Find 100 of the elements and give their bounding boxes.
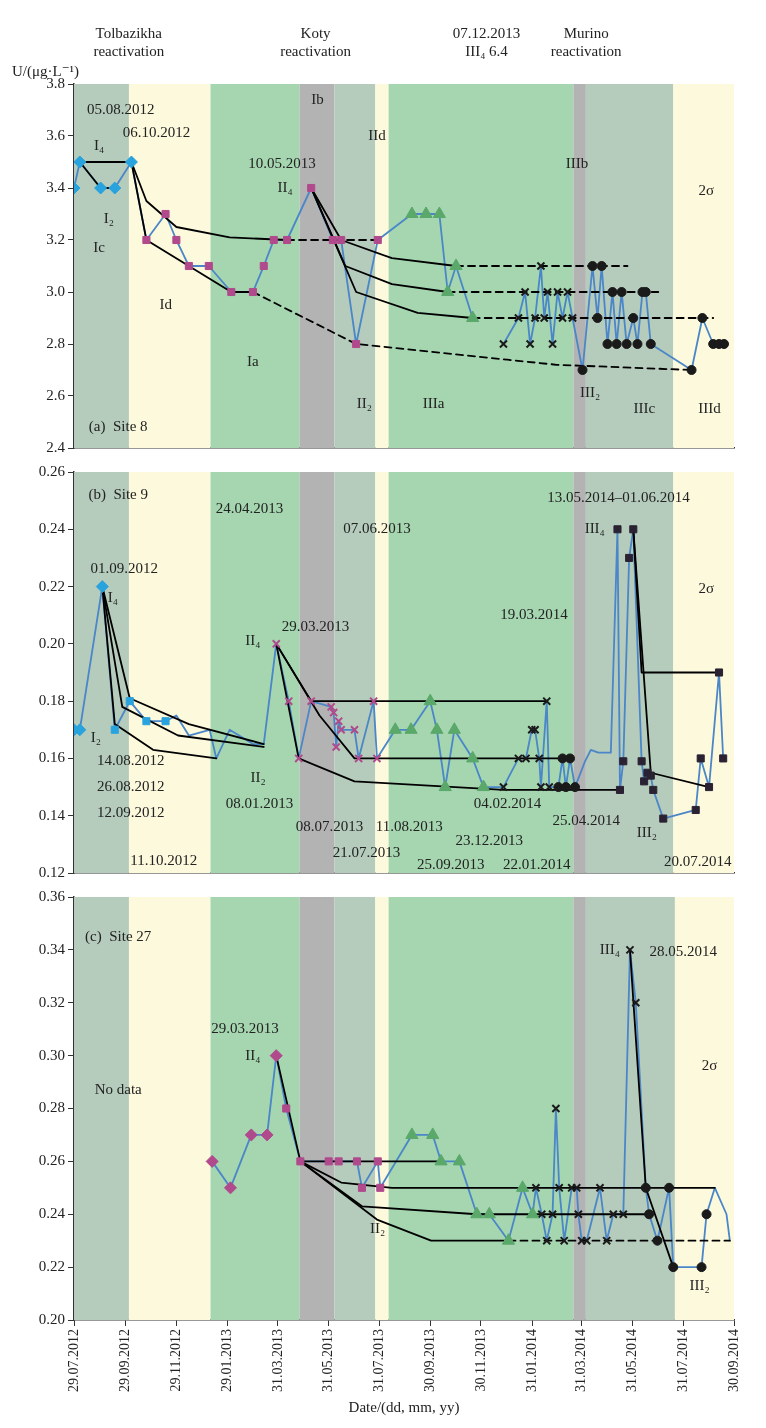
x-tick-label: 29.01.2013 (218, 1329, 234, 1392)
text: 07.12.2013 III₄ 6.4 (452, 25, 521, 59)
annotation: II₄ (245, 631, 261, 648)
annotation: No data (94, 1080, 143, 1097)
y-tick-label: 0.26 (38, 462, 66, 479)
annotation: 12.09.2012 (97, 803, 165, 820)
annotation: 21.07.2013 (332, 843, 401, 860)
text: Koty reactivation (280, 25, 352, 59)
x-tick-label: 31.03.2014 (573, 1329, 589, 1392)
y-tick-label: 3.0 (46, 282, 65, 299)
annotation: III₄ (599, 940, 621, 957)
y-tick-label: 0.20 (38, 634, 65, 651)
y-tick-label: 0.24 (38, 520, 66, 537)
annotation: I₄ (93, 137, 105, 154)
annotation: Id (159, 295, 173, 312)
y-tick-label: 0.30 (38, 1046, 65, 1063)
y-tick-label: 0.34 (38, 940, 66, 957)
y-tick-label: 0.22 (38, 577, 65, 594)
annotation: 11.10.2012 (130, 852, 198, 869)
x-tick-label: 31.05.2013 (320, 1329, 336, 1392)
y-tick-label: 0.36 (38, 887, 66, 904)
annotation: Ia (247, 353, 260, 370)
annotation: 2σ (698, 580, 715, 597)
x-tick-label: 30.09.2013 (421, 1329, 437, 1392)
y-tick-label: 0.28 (38, 1099, 65, 1116)
y-tick-label: 0.14 (38, 806, 66, 823)
y-tick-label: 0.22 (38, 1258, 65, 1275)
annotation: 08.01.2013 (225, 795, 294, 812)
y-tick-label: 0.12 (38, 863, 65, 880)
annotation: II₄ (245, 1046, 261, 1063)
annotation: 10.05.2013 (248, 155, 316, 172)
annotation: IIId (698, 399, 722, 416)
x-tick-label: 31.07.2013 (371, 1329, 387, 1392)
annotation: 28.05.2014 (649, 943, 718, 960)
y-tick-label: 0.18 (38, 692, 65, 709)
annotation: 11.08.2013 (375, 818, 443, 835)
annotation: III₂ (580, 384, 601, 401)
annotation: 13.05.2014–01.06.2014 (547, 488, 691, 505)
annotation: 23.12.2013 (455, 832, 523, 849)
annotation: I₄ (107, 588, 119, 605)
x-tick-label: 31.01.2014 (524, 1329, 540, 1392)
x-tick-label: 29.07.2012 (65, 1329, 81, 1392)
annotation: 07.06.2013 (343, 520, 411, 537)
annotation: I₂ (90, 729, 101, 746)
annotation: 24.04.2013 (215, 500, 284, 517)
annotation: 04.02.2014 (473, 795, 542, 812)
annotation: III₂ (636, 823, 657, 840)
annotation: IId (368, 126, 387, 143)
annotation: 22.01.2014 (502, 855, 571, 872)
annotation: 25.04.2014 (552, 812, 621, 829)
annotation: 08.07.2013 (295, 818, 364, 835)
annotation: 06.10.2012 (122, 124, 191, 141)
x-tick-label: 31.05.2014 (624, 1329, 640, 1392)
y-tick-label: 0.26 (38, 1152, 66, 1169)
annotation: 25.09.2013 (417, 855, 485, 872)
annotation: II₂ (369, 1219, 386, 1236)
x-tick-label: 30.11.2013 (472, 1329, 488, 1392)
annotation: II₂ (356, 394, 373, 411)
annotation: 01.09.2012 (90, 560, 158, 577)
annotation: (b) Site 9 (88, 485, 149, 503)
annotation: II₄ (277, 179, 293, 196)
x-axis-title: Date/(dd, mm, yy) (348, 1398, 460, 1416)
annotation: 29.03.2013 (281, 617, 350, 634)
annotation: 05.08.2012 (87, 100, 155, 117)
x-tick-label: 29.11.2012 (168, 1329, 184, 1392)
annotation: 26.08.2012 (97, 778, 165, 795)
annotation: Ic (93, 238, 106, 255)
annotation: I₂ (103, 209, 115, 226)
y-axis-title: U/(μg·L⁻¹) (12, 63, 80, 80)
annotation: IIIa (422, 394, 445, 411)
annotation: 2σ (698, 181, 715, 198)
annotation: 2σ (701, 1057, 718, 1074)
y-tick-label: 3.2 (46, 230, 65, 247)
annotation: 29.03.2013 (211, 1020, 279, 1037)
x-tick-label: 30.09.2014 (725, 1329, 741, 1392)
annotation: Ib (311, 90, 324, 107)
annotation: III₂ (689, 1276, 710, 1293)
annotation: (c) Site 27 (85, 927, 152, 945)
annotation: IIIb (565, 155, 589, 172)
text: Tolbazikha reactivation (93, 25, 165, 59)
y-tick-label: 0.16 (38, 749, 66, 766)
annotation: 20.07.2014 (663, 852, 732, 869)
annotation: 19.03.2014 (500, 606, 569, 623)
annotation: 14.08.2012 (97, 752, 165, 769)
y-tick-label: 2.8 (46, 334, 65, 351)
annotation: IIIc (633, 399, 656, 416)
x-tick-label: 29.09.2012 (117, 1329, 133, 1392)
y-tick-label: 3.4 (46, 178, 66, 195)
annotation: II₂ (250, 769, 266, 786)
y-tick-label: 3.6 (46, 126, 66, 143)
x-tick-label: 31.03.2013 (269, 1329, 285, 1392)
y-tick-label: 0.20 (38, 1310, 65, 1327)
annotation: (a) Site 8 (88, 418, 148, 436)
y-tick-label: 2.4 (46, 438, 66, 455)
annotation: III₄ (584, 520, 605, 537)
y-tick-label: 0.24 (38, 1205, 66, 1222)
x-tick-label: 31.07.2014 (674, 1329, 690, 1392)
y-tick-label: 0.32 (38, 993, 65, 1010)
text: Murino reactivation (550, 25, 623, 59)
y-tick-label: 2.6 (46, 386, 66, 403)
